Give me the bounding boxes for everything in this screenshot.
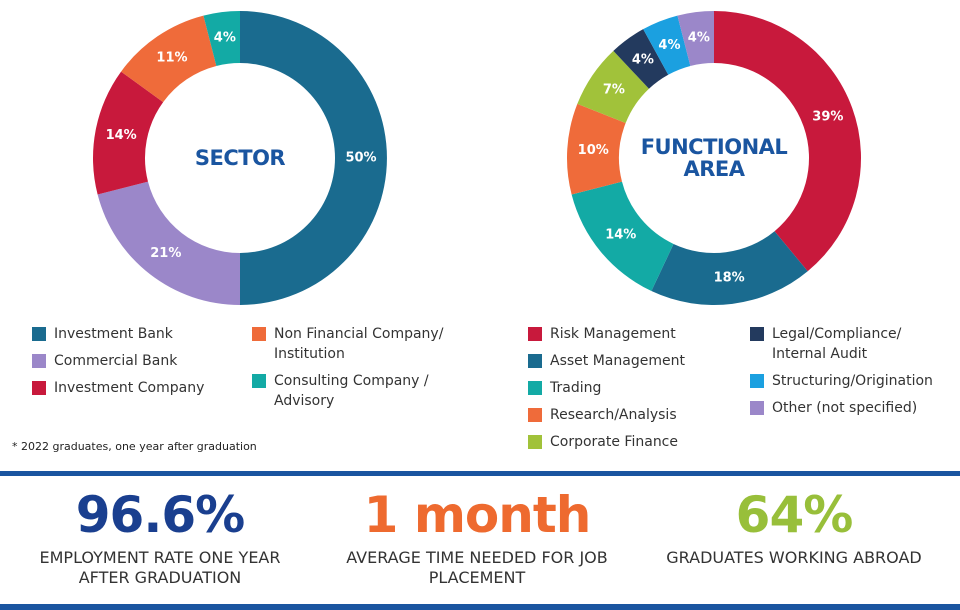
donut-slice [121, 15, 217, 103]
legend-label: Commercial Bank [54, 353, 178, 369]
legend-swatch [528, 327, 542, 341]
legend-label: Asset Management [550, 353, 685, 369]
stat-value: 1 month [363, 486, 592, 544]
slice-label: 39% [812, 110, 843, 125]
legend-item: Non Financial Company/ Institution [252, 324, 452, 364]
legend-label: Trading [550, 380, 602, 396]
legend-swatch [750, 327, 764, 341]
legend-label: Legal/Compliance/ Internal Audit [772, 326, 902, 362]
donut-slice [643, 15, 691, 75]
slice-label: 10% [578, 143, 609, 158]
donut-slice [203, 11, 240, 66]
donut-slice [97, 181, 240, 305]
donut-slice [567, 103, 626, 195]
legend-swatch [32, 354, 46, 368]
center-title: SECTOR [194, 146, 286, 170]
legend-label: Non Financial Company/ Institution [274, 326, 444, 362]
slice-label: 14% [605, 228, 636, 243]
slice-label: 18% [714, 271, 745, 286]
legend-label: Structuring/Origination [772, 373, 933, 389]
slice-label: 11% [156, 50, 187, 65]
legend-label: Risk Management [550, 326, 676, 342]
legend-label: Investment Bank [54, 326, 173, 342]
legend-swatch [32, 327, 46, 341]
legend-label: Investment Company [54, 380, 205, 396]
legend-label: Research/Analysis [550, 407, 677, 423]
legend-label: Corporate Finance [550, 434, 678, 450]
slice-label: 7% [603, 82, 625, 97]
legend-item: Investment Bank [32, 324, 232, 344]
center-title: FUNCTIONAL AREA [640, 135, 788, 181]
slice-label: 14% [106, 128, 137, 143]
donut-slice [613, 29, 669, 89]
slice-label: 4% [214, 30, 236, 45]
legend-item: Investment Company [32, 378, 232, 398]
legend-swatch [528, 354, 542, 368]
divider [0, 471, 960, 476]
donut-slice [677, 11, 714, 66]
legend-item: Research/Analysis [528, 405, 728, 425]
legend-item: Trading [528, 378, 728, 398]
legend-label: Consulting Company / Advisory [274, 373, 429, 409]
donut-slice [240, 11, 387, 305]
legend-swatch [528, 435, 542, 449]
donut-slice [92, 71, 164, 195]
donut-slice [577, 50, 649, 124]
legend-item: Structuring/Origination [750, 371, 950, 391]
legend: Non Financial Company/ Institution Consul… [252, 324, 452, 411]
donut-slice [714, 11, 861, 272]
legend-item: Asset Management [528, 351, 728, 371]
legend-label: Other (not specified) [772, 400, 918, 416]
stat-label: GRADUATES WORKING ABROAD [666, 548, 922, 567]
legend-swatch [252, 327, 266, 341]
legend-swatch [252, 374, 266, 388]
stat-value: 96.6% [75, 486, 245, 544]
legend-swatch [528, 381, 542, 395]
stat-label: EMPLOYMENT RATE ONE YEAR AFTER GRADUATIO… [39, 548, 281, 587]
slice-label: 50% [345, 151, 376, 166]
slice-label: 4% [688, 30, 710, 45]
stat: 96.6% EMPLOYMENT RATE ONE YEAR AFTER GRAD… [10, 482, 310, 588]
legend-swatch [750, 374, 764, 388]
donut-slice [571, 181, 674, 292]
legend-item: Risk Management [528, 324, 728, 344]
legend-item: Corporate Finance [528, 432, 728, 452]
legend-item: Other (not specified) [750, 398, 950, 418]
footnote: * 2022 graduates, one year after graduat… [12, 440, 257, 453]
legend-swatch [750, 401, 764, 415]
slice-label: 4% [632, 53, 654, 68]
stat-label: AVERAGE TIME NEEDED FOR JOB PLACEMENT [346, 548, 608, 587]
stat-value: 64% [735, 486, 854, 544]
slice-label: 21% [150, 246, 181, 261]
stat: 1 month AVERAGE TIME NEEDED FOR JOB PLACE… [327, 482, 627, 588]
divider [0, 604, 960, 610]
legend: Investment Bank Commercial Bank Investment… [32, 324, 232, 398]
legend-swatch [32, 381, 46, 395]
slice-label: 4% [658, 38, 680, 53]
legend: Legal/Compliance/ Internal Audit Structur… [750, 324, 950, 418]
legend: Risk Management Asset Management Trading Re… [528, 324, 728, 452]
legend-item: Commercial Bank [32, 351, 232, 371]
legend-item: Legal/Compliance/ Internal Audit [750, 324, 950, 364]
stat: 64% GRADUATES WORKING ABROAD [644, 482, 944, 568]
legend-swatch [528, 408, 542, 422]
legend-item: Consulting Company / Advisory [252, 371, 452, 411]
donut-slice [651, 231, 808, 305]
